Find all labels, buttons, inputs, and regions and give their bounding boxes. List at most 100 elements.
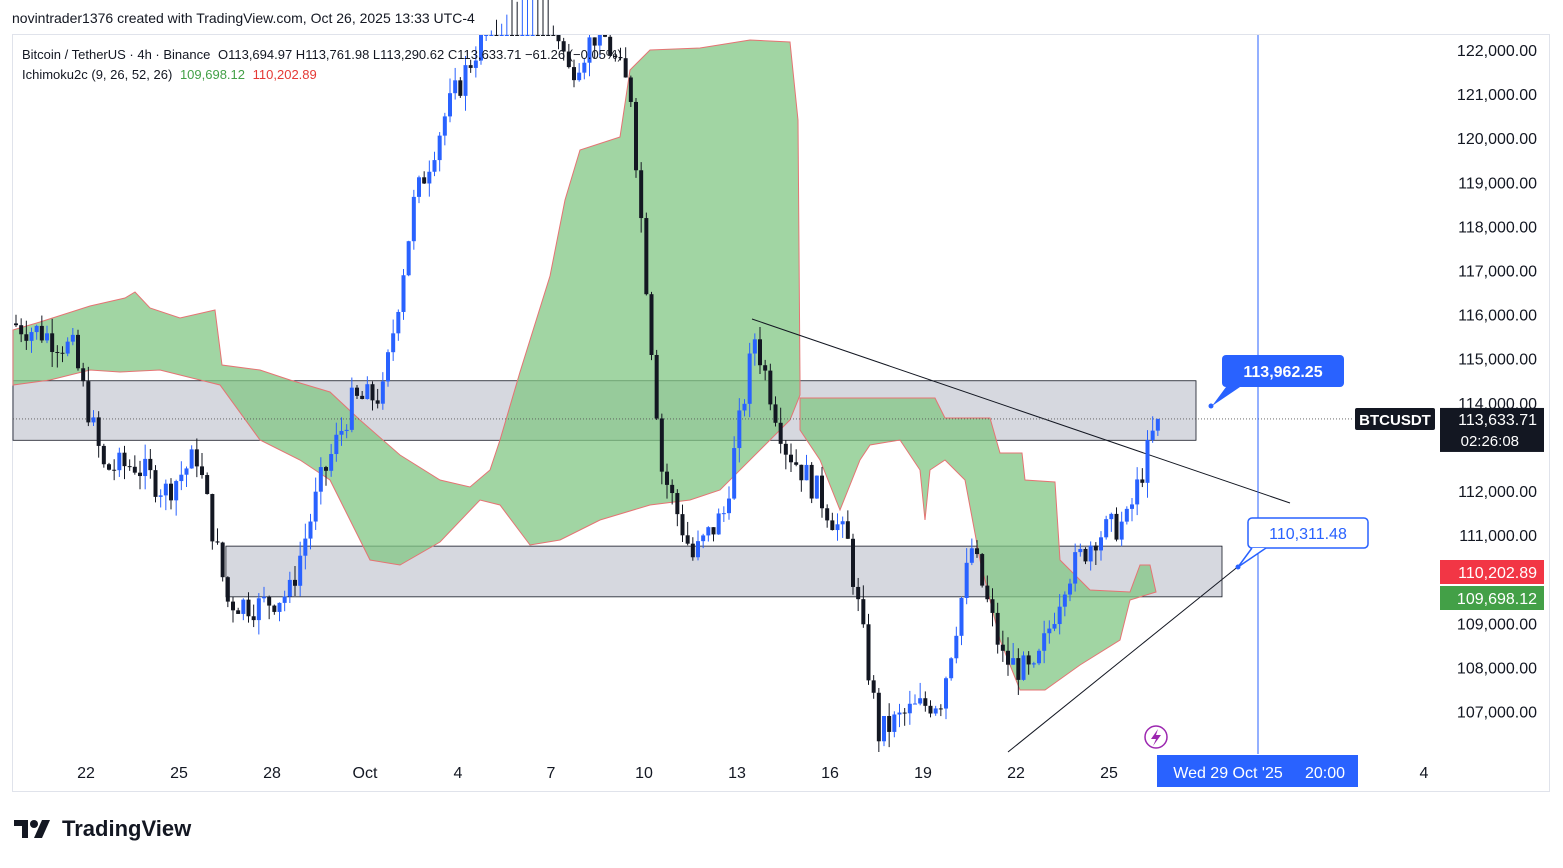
candle-body	[670, 484, 675, 494]
symbol-row[interactable]: Bitcoin / TetherUS · 4h · Binance O113,6…	[22, 45, 622, 65]
candle-body	[515, 35, 520, 36]
price-tick-label: 108,000.00	[1457, 660, 1537, 677]
candle-body	[706, 527, 711, 536]
candle-body	[721, 513, 726, 515]
candle-body	[370, 384, 375, 401]
candle-body	[365, 384, 370, 400]
candle-body	[763, 365, 768, 371]
candle-body	[169, 483, 173, 501]
candle-body	[727, 498, 731, 514]
lower-target-anchor	[1235, 564, 1241, 570]
chart-frame	[12, 34, 1550, 792]
span-b-label: 109,698.12	[1457, 591, 1537, 608]
candle-body	[701, 535, 706, 542]
candle-body	[928, 705, 933, 714]
candle-body	[406, 241, 411, 276]
candle-body	[520, 35, 525, 36]
price-tick-label: 116,000.00	[1458, 308, 1537, 325]
candle-body	[882, 715, 886, 742]
price-tick-label: 111,000.00	[1459, 528, 1537, 545]
time-tick-label: 4	[1420, 765, 1429, 782]
candle-body	[913, 703, 917, 705]
candle-body	[1155, 418, 1160, 431]
span-a-badge	[1440, 560, 1544, 584]
candle-body	[200, 466, 204, 476]
candle-body	[184, 468, 189, 475]
candle-body	[577, 72, 582, 81]
candle-body	[1140, 479, 1145, 483]
lower-target-label: 110,311.48	[1269, 526, 1347, 543]
candle-body	[194, 449, 199, 467]
symbol-label: Bitcoin / TetherUS · 4h · Binance	[22, 47, 211, 62]
time-tick-label: 22	[77, 765, 95, 782]
tradingview-wordmark: TradingView	[62, 816, 192, 841]
indicator-row[interactable]: Ichimoku2c (9, 26, 52, 26) 109,698.12 11…	[22, 65, 622, 85]
candle-body	[969, 548, 974, 563]
candle-body	[236, 610, 241, 614]
candle-body	[189, 449, 194, 469]
candle-body	[758, 339, 762, 366]
candle-body	[603, 35, 607, 37]
candle-body	[623, 58, 628, 78]
upper-target-label: 113,962.25	[1243, 364, 1322, 381]
price-tick-label: 117,000.00	[1458, 264, 1537, 281]
candle-body	[799, 464, 804, 481]
chart-attribution: novintrader1376 created with TradingView…	[12, 10, 475, 26]
candle-body	[938, 708, 943, 710]
candle-body	[861, 599, 866, 625]
candle-body	[1104, 519, 1109, 538]
candle-body	[1119, 521, 1124, 540]
candle-body	[696, 541, 700, 558]
candle-body	[494, 35, 499, 36]
candle-body	[742, 403, 747, 411]
candle-body	[96, 417, 101, 446]
lower-target-box	[1247, 517, 1369, 549]
candle-body	[396, 311, 401, 334]
indicator-span-b-value: 109,698.12	[179, 67, 246, 82]
candle-body	[1099, 537, 1103, 551]
candle-body	[401, 275, 406, 312]
candle-body	[654, 354, 659, 419]
candle-body	[215, 541, 220, 543]
candle-body	[592, 37, 597, 46]
candle-body	[546, 35, 551, 36]
candle-body	[50, 333, 55, 353]
time-tick-label: 10	[635, 765, 653, 782]
candle-body	[866, 624, 871, 681]
time-tick-label: 25	[170, 765, 188, 782]
candle-body	[138, 472, 142, 477]
candle-body	[572, 67, 576, 81]
ichimoku-cloud-right	[799, 397, 1157, 691]
candle-body	[1052, 624, 1057, 629]
candle-body	[871, 680, 876, 693]
candle-body	[649, 294, 654, 355]
time-tick-label: 19	[914, 765, 932, 782]
candle-body	[1130, 504, 1134, 509]
time-tick-label: 22	[1007, 765, 1025, 782]
candle-body	[845, 521, 850, 539]
lower-target-pointer	[1237, 547, 1267, 568]
candle-body	[747, 353, 752, 404]
candle-body	[711, 527, 716, 535]
candle-body	[732, 448, 737, 499]
candle-body	[386, 352, 390, 382]
candle-body	[1093, 545, 1098, 551]
candle-body	[241, 599, 246, 614]
span-a-label: 110,202.89	[1458, 565, 1537, 582]
candle-body	[339, 430, 344, 435]
candle-body	[231, 601, 235, 611]
candle-body	[86, 381, 91, 423]
candle-body	[556, 35, 561, 42]
last-price-label: 113,633.71	[1458, 412, 1537, 429]
candle-body	[851, 538, 855, 587]
candle-body	[1011, 658, 1016, 665]
candle-body	[132, 466, 137, 473]
candle-body	[411, 196, 416, 242]
candle-body	[107, 464, 111, 470]
candle-body	[778, 422, 783, 444]
time-cursor-badge	[1157, 755, 1358, 787]
candle-body	[1068, 583, 1072, 595]
candle-body	[91, 417, 96, 423]
tradingview-logo[interactable]: TradingView	[14, 816, 191, 842]
